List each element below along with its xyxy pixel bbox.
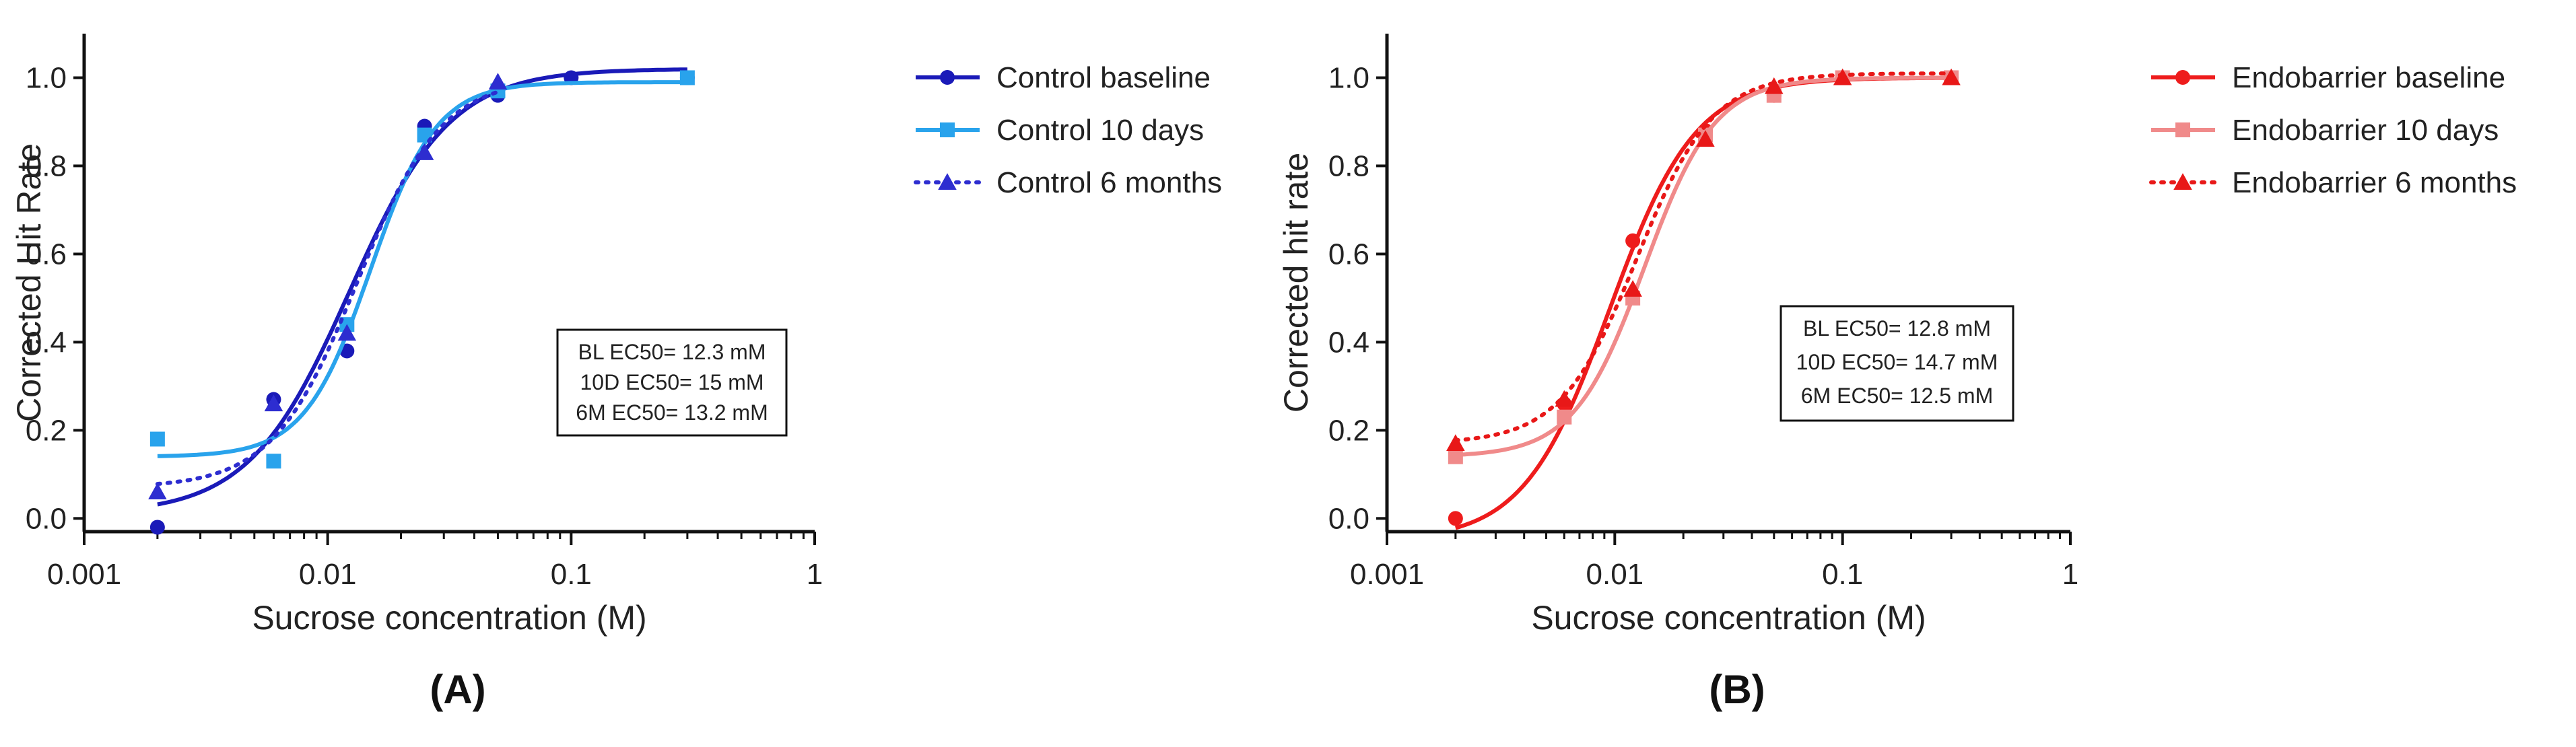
data-point — [1833, 68, 1852, 85]
y-tick-label: 0.2 — [1328, 414, 1369, 447]
data-point — [1625, 233, 1641, 248]
y-tick-label: 1.0 — [26, 61, 67, 94]
series-3 — [148, 73, 508, 500]
data-point — [1555, 390, 1574, 407]
legend-label: Control 6 months — [996, 166, 1222, 199]
chart-panel-1: 0.0 0.2 0.4 0.6 0.8 1.0 0.001 0.01 0.1 1 Sucrose c… — [10, 34, 823, 637]
data-point — [488, 73, 508, 90]
data-point — [1696, 130, 1715, 147]
legend-marker — [940, 122, 955, 137]
x-tick-label: 0.001 — [1350, 558, 1424, 591]
y-tick-label: 0.8 — [1328, 149, 1369, 182]
y-axis-label: Corrected hit rate — [1277, 153, 1315, 413]
ec50-annotation-line: 6M EC50= 12.5 mM — [1801, 384, 1993, 408]
ec50-annotation-line: BL EC50= 12.8 mM — [1803, 316, 1991, 341]
chart-panel-2: 0.0 0.2 0.4 0.6 0.8 1.0 0.001 0.01 0.1 1 Sucrose c… — [1277, 34, 2078, 637]
legend-marker — [2175, 70, 2190, 85]
fit-curve — [1453, 71, 1954, 443]
y-tick-label: 0.4 — [26, 326, 67, 359]
legend-entry: Endobarrier 6 months — [2149, 166, 2517, 199]
y-tick-label: 0.0 — [1328, 502, 1369, 535]
ec50-annotation-line: 6M EC50= 13.2 mM — [576, 400, 768, 425]
y-tick-label: 0.8 — [26, 149, 67, 182]
fit-curve — [155, 90, 500, 487]
x-tick-label: 0.01 — [299, 558, 357, 591]
legend-label: Control baseline — [996, 61, 1211, 94]
ec50-annotation-line: 10D EC50= 14.7 mM — [1796, 350, 1998, 374]
legend-marker — [938, 173, 957, 190]
y-tick-label: 0.0 — [26, 502, 67, 535]
data-point — [337, 324, 357, 341]
y-tick-label: 1.0 — [1328, 61, 1369, 94]
data-point — [1448, 449, 1463, 464]
ec50-annotation-box — [556, 328, 788, 437]
data-point — [415, 143, 434, 160]
x-tick-label: 0.01 — [1586, 558, 1644, 591]
data-point — [148, 483, 167, 500]
data-point — [1765, 77, 1784, 94]
x-tick-label: 0.001 — [47, 558, 121, 591]
x-tick-label: 1 — [807, 558, 823, 591]
data-point — [1557, 409, 1572, 425]
data-point — [679, 70, 695, 85]
data-point — [149, 431, 165, 447]
ec50-annotation-line: BL EC50= 12.3 mM — [578, 340, 766, 364]
data-point — [149, 520, 165, 535]
ec50-annotation-line: 10D EC50= 15 mM — [580, 370, 764, 394]
y-tick-label: 0.2 — [26, 414, 67, 447]
legend-label: Control 10 days — [996, 114, 1204, 147]
legend-marker — [940, 70, 955, 85]
data-point — [266, 454, 281, 469]
series-3 — [1446, 68, 1961, 452]
y-tick-label: 0.6 — [26, 238, 67, 271]
legend-label: Endobarrier 10 days — [2232, 114, 2499, 147]
legend-entry: Control 10 days — [916, 114, 1204, 147]
data-point — [1623, 280, 1642, 297]
legend-entry: Endobarrier baseline — [2151, 61, 2505, 94]
y-tick-label: 0.6 — [1328, 238, 1369, 271]
panel-label-2: (B) — [1709, 667, 1765, 712]
x-axis-label: Sucrose concentration (M) — [1531, 599, 1926, 637]
panel-label-1: (A) — [430, 667, 485, 712]
legend-entry: Control 6 months — [914, 166, 1222, 199]
legend-marker — [2175, 122, 2190, 137]
legend-label: Endobarrier 6 months — [2232, 166, 2517, 199]
x-tick-label: 0.1 — [1822, 558, 1863, 591]
legend-marker — [2173, 173, 2192, 190]
x-tick-label: 0.1 — [551, 558, 592, 591]
y-tick-label: 0.4 — [1328, 326, 1369, 359]
data-point — [1448, 511, 1463, 526]
data-point — [1446, 434, 1465, 452]
data-point — [264, 394, 283, 412]
legend-entry: Endobarrier 10 days — [2151, 114, 2499, 147]
y-axis-label: Corrected Hit Rate — [10, 143, 48, 422]
ec50-annotation-box — [1780, 305, 2014, 422]
x-axis-label: Sucrose concentration (M) — [252, 599, 646, 637]
data-point — [1942, 68, 1961, 85]
legend-entry: Control baseline — [916, 61, 1211, 94]
x-tick-label: 1 — [2062, 558, 2078, 591]
legend-label: Endobarrier baseline — [2232, 61, 2505, 94]
